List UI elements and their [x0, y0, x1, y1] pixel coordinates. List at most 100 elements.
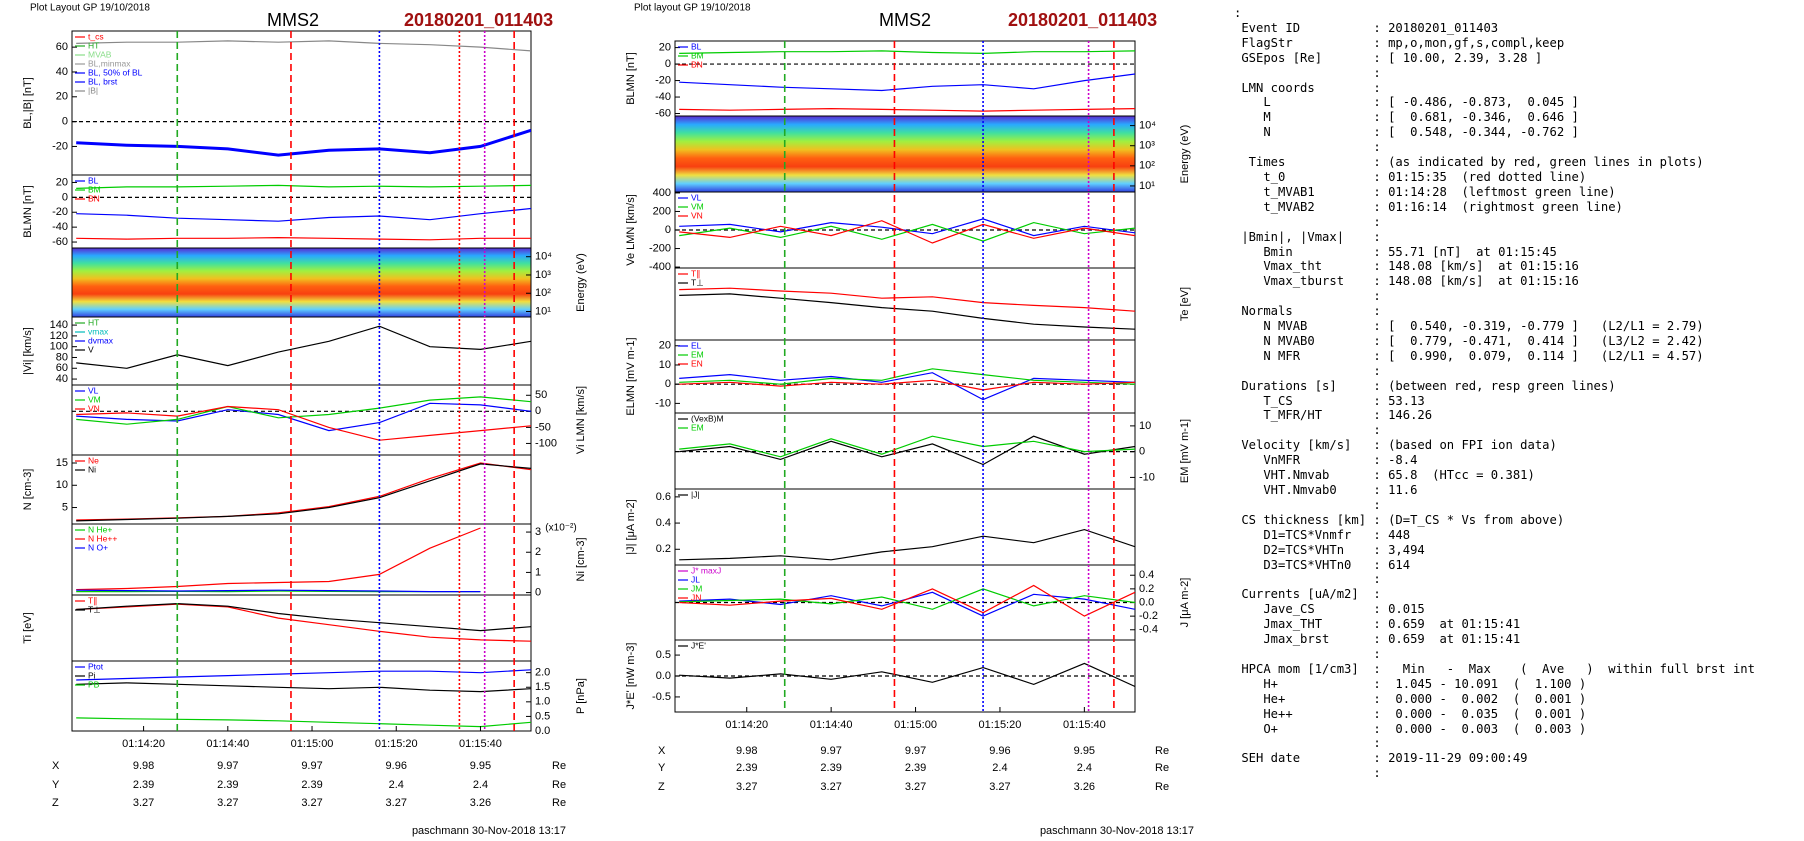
- ephemeris-value: 3.27: [905, 781, 926, 793]
- info-line: H+ : 1.045 - 10.091 ( 1.100 ): [1234, 676, 1587, 691]
- legend-label: BL, brst: [88, 76, 118, 86]
- y-tick-label: -20: [52, 206, 68, 218]
- plot-footer: paschmann 30-Nov-2018 13:17: [1040, 825, 1194, 837]
- info-line: VHT.Nmvab0 : 11.6: [1234, 483, 1418, 497]
- series-line: [76, 527, 481, 591]
- y-axis-label: P [nPa]: [575, 678, 587, 714]
- spectrogram: [72, 248, 531, 317]
- info-line: N MVAB0 : [ 0.779, -0.471, 0.414 ] (L3/L…: [1234, 333, 1704, 348]
- y-tick-label: 0: [62, 116, 68, 128]
- info-line: Event ID : 20180201_011403: [1234, 20, 1499, 35]
- y-tick-label: 10: [1139, 420, 1151, 432]
- ephemeris-value: 9.97: [820, 745, 841, 757]
- y-tick-label: 0: [1139, 446, 1145, 458]
- y-tick-label: 10¹: [535, 305, 551, 317]
- info-line: Currents [uA/m2] :: [1234, 587, 1381, 602]
- y-tick-label: 1.0: [535, 696, 550, 708]
- y-tick-label: 40: [56, 373, 68, 385]
- y-tick-label: 0: [665, 378, 671, 390]
- plot-header: Plot Layout GP 19/10/2018: [30, 3, 150, 14]
- y-tick-label: 80: [56, 351, 68, 363]
- series-line: [679, 584, 1135, 617]
- legend-label: Ptot: [88, 661, 104, 671]
- legend-label: BN: [88, 193, 100, 203]
- legend-label: JN: [691, 592, 701, 602]
- info-line: :: [1234, 736, 1381, 751]
- panel-frame: [71, 454, 532, 525]
- ephemeris-value: 3.27: [386, 797, 407, 809]
- info-line: D1=TCS*Vnmfr : 448: [1234, 527, 1411, 542]
- ephemeris-value: 9.97: [301, 760, 322, 772]
- series-line: [76, 40, 531, 52]
- y-tick-label: 50: [535, 389, 547, 401]
- y-tick-label: -10: [655, 397, 671, 409]
- legend-label: N O+: [88, 542, 108, 552]
- y-tick-label: -0.5: [652, 691, 671, 703]
- legend-label: N He++: [88, 533, 117, 543]
- legend-label: J* maxJ: [691, 565, 721, 575]
- series-line: [76, 325, 531, 369]
- y-tick-label: 1: [535, 566, 541, 578]
- y-tick-label: -400: [649, 261, 671, 273]
- legend-label: VN: [88, 403, 100, 413]
- info-line: :: [1234, 65, 1381, 80]
- info-line: Jmax_brst : 0.659 at 01:15:41: [1234, 632, 1521, 647]
- legend-label: EM: [691, 422, 704, 432]
- y-tick-label: 400: [653, 187, 671, 199]
- legend-label: N He+: [88, 524, 112, 534]
- ephemeris-unit: Re: [1155, 762, 1169, 774]
- info-line: He+ : 0.000 - 0.002 ( 0.001 ): [1234, 691, 1587, 706]
- y-tick-label: 3: [535, 526, 541, 538]
- y-tick-label: 20: [56, 91, 68, 103]
- info-line: N MFR : [ 0.990, 0.079, 0.114 ] (L2/L1 =…: [1234, 348, 1704, 363]
- y-tick-label: 10: [659, 359, 671, 371]
- info-line: CS thickness [km] : (D=T_CS * Vs from ab…: [1234, 512, 1565, 527]
- legend-label: BL: [691, 41, 702, 51]
- legend-label: HT: [88, 40, 99, 50]
- legend-label: vmax: [88, 326, 109, 336]
- y-tick-label: 10³: [535, 269, 551, 281]
- legend-label: BL: [88, 175, 99, 185]
- ephemeris-value: 2.39: [217, 779, 238, 791]
- y-tick-label: 0.4: [1139, 569, 1154, 581]
- y-tick-label: 10²: [535, 287, 551, 299]
- x-tick-label: 01:14:20: [122, 738, 165, 750]
- info-line: |Bmin|, |Vmax| :: [1234, 229, 1381, 244]
- legend-label: HT: [88, 317, 99, 327]
- y-tick-label: -100: [535, 437, 557, 449]
- ephemeris-unit: Re: [1155, 781, 1169, 793]
- y-axis-label: Ve LMN [km/s]: [625, 194, 637, 266]
- y-tick-label: 200: [653, 205, 671, 217]
- ephemeris-value: 3.26: [470, 797, 491, 809]
- y-tick-label: -50: [535, 421, 551, 433]
- y-tick-label: 2.0: [535, 667, 550, 679]
- legend-label: VN: [691, 210, 703, 220]
- legend-label: VM: [88, 394, 101, 404]
- series-line: [76, 669, 531, 681]
- y-tick-label: 5: [62, 501, 68, 513]
- ephemeris-unit: Re: [552, 779, 566, 791]
- event-id: 20180201_011403: [404, 10, 553, 30]
- y-tick-label: -200: [649, 242, 671, 254]
- ephemeris-value: 2.39: [820, 762, 841, 774]
- info-line: :: [1234, 497, 1381, 512]
- plots: Plot Layout GP 19/10/2018 MMS2 20180201_01…: [22, 3, 1194, 837]
- info-line: Jave_CS : 0.015: [1234, 602, 1425, 617]
- ephemeris-unit: Re: [552, 797, 566, 809]
- info-line: :: [1234, 363, 1381, 378]
- info-line: Velocity [km/s] : (based on FPI ion data…: [1234, 438, 1557, 453]
- series-line: [679, 379, 1135, 391]
- series-line: [679, 662, 1135, 688]
- legend-label: BM: [691, 50, 704, 60]
- y-axis-label: Energy (eV): [1179, 125, 1191, 184]
- y-tick-label: 60: [56, 41, 68, 53]
- legend-label: T∥: [691, 268, 700, 278]
- ephemeris-value: 2.39: [905, 762, 926, 774]
- y-tick-label: 0.2: [656, 543, 671, 555]
- info-line: N : [ 0.548, -0.344, -0.762 ]: [1234, 125, 1579, 140]
- info-line: VHT.Nmvab : 65.8 (HTcc = 0.381): [1234, 468, 1535, 483]
- series-line: [679, 368, 1135, 385]
- y-tick-label: 40: [56, 66, 68, 78]
- spectrogram: [675, 116, 1135, 192]
- y-tick-label: -20: [655, 74, 671, 86]
